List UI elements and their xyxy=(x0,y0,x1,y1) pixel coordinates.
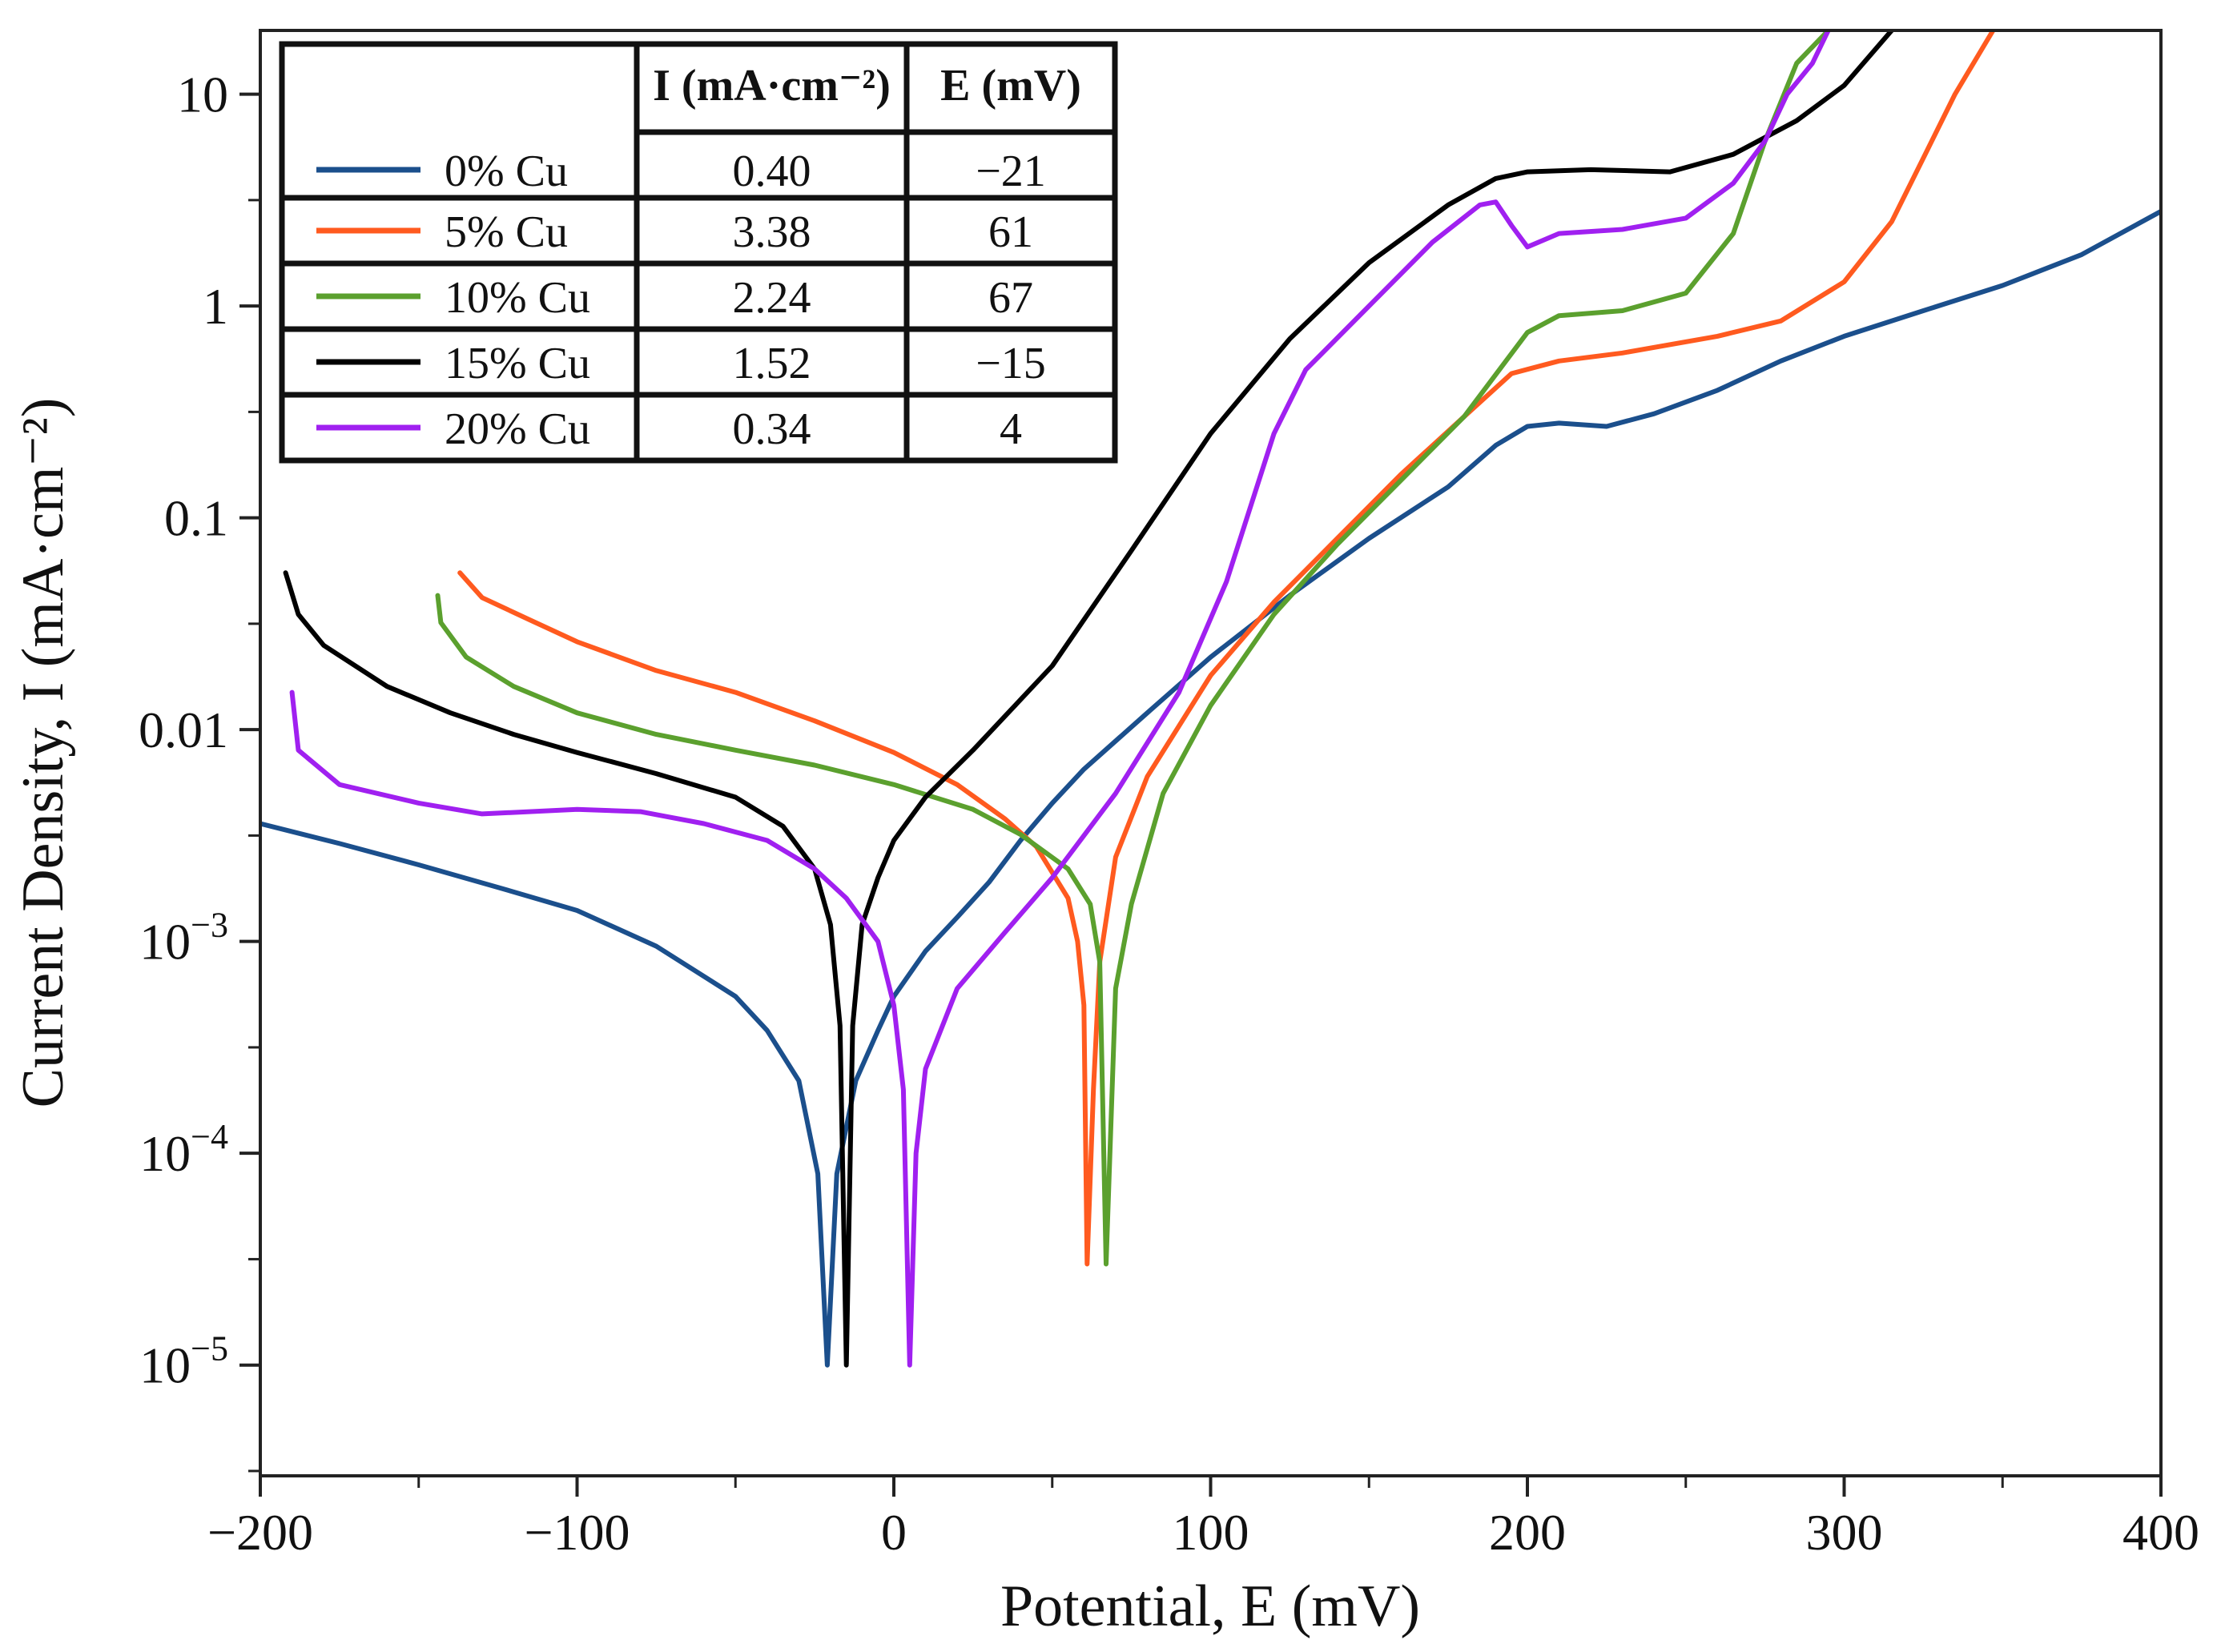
legend-label: 20% Cu xyxy=(445,404,590,454)
y-tick-label: 10−5 xyxy=(139,1329,228,1394)
x-tick-label: 200 xyxy=(1489,1504,1566,1561)
series-layer xyxy=(260,30,2161,1368)
legend-table: I (mA·cm⁻²) E (mV) 0% Cu 0.40 −21 5% Cu 3.38 61… xyxy=(279,41,1118,464)
legend-frame xyxy=(279,41,1118,464)
series-line-5-cu xyxy=(457,30,1996,1267)
legend-potential-value: −15 xyxy=(976,339,1046,388)
legend-label: 0% Cu xyxy=(445,147,568,196)
y-tick-label: 10−3 xyxy=(139,906,228,971)
legend-current-value: 2.24 xyxy=(733,273,811,323)
y-tick-label: 0.01 xyxy=(139,701,228,758)
legend-current-value: 1.52 xyxy=(733,339,811,388)
legend-potential-value: 61 xyxy=(988,207,1033,257)
legend-current-value: 3.38 xyxy=(733,207,811,257)
series-line-10-cu xyxy=(435,30,1831,1267)
x-tick-label: 400 xyxy=(2122,1504,2199,1561)
series-line-20-cu xyxy=(289,30,1831,1368)
legend-label: 15% Cu xyxy=(445,339,590,388)
y-tick-label: 10−4 xyxy=(139,1117,228,1182)
legend-header-current: I (mA·cm⁻²) xyxy=(653,61,891,111)
x-tick-label: −200 xyxy=(207,1504,313,1561)
x-tick-label: 300 xyxy=(1806,1504,1883,1561)
legend-label: 5% Cu xyxy=(445,207,568,257)
y-axis: 10−5 10−4 10−3 0.01 0.1 1 10 xyxy=(139,66,260,1473)
legend-label: 10% Cu xyxy=(445,273,590,323)
y-tick-label: 1 xyxy=(203,278,228,335)
x-tick-label: 100 xyxy=(1173,1504,1249,1561)
legend-current-value: 0.34 xyxy=(733,404,811,454)
legend-potential-value: 67 xyxy=(988,273,1033,323)
y-tick-label: 0.1 xyxy=(164,490,228,547)
y-tick-label: 10 xyxy=(177,66,228,123)
x-axis-label: Potential, E (mV) xyxy=(1000,1574,1420,1639)
series-line-0-cu xyxy=(260,208,2161,1368)
x-tick-label: 0 xyxy=(881,1504,907,1561)
x-axis: −200 −100 0 100 200 300 400 xyxy=(207,1476,2199,1561)
series-line-15-cu xyxy=(283,30,1894,1368)
legend-current-value: 0.40 xyxy=(733,147,811,196)
legend-potential-value: 4 xyxy=(1000,404,1022,454)
y-axis-label: Current Density, I (mA·cm⁻²) xyxy=(10,398,76,1108)
legend-potential-value: −21 xyxy=(976,147,1046,196)
legend-header-potential: E (mV) xyxy=(940,61,1081,111)
x-tick-label: −100 xyxy=(524,1504,630,1561)
